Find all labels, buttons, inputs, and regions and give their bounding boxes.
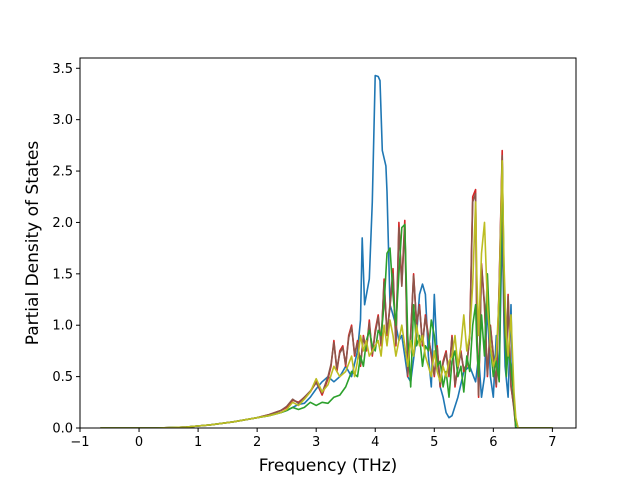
x-tick-label: 2 [253,435,261,450]
y-tick-label: 3.0 [52,113,73,128]
y-tick-label: 1.0 [52,319,73,334]
y-axis-label: Partial Density of States [23,141,43,346]
x-tick-label: −1 [70,435,89,450]
y-tick-label: 0.0 [52,422,73,437]
y-tick-label: 3.5 [52,62,73,77]
x-tick-label: 7 [548,435,556,450]
x-tick-label: 6 [489,435,497,450]
y-tick-label: 1.5 [52,267,73,282]
y-axis: 0.0 0.5 1.0 1.5 2.0 2.5 3.0 3.5 [52,62,80,437]
series-line-1 [99,74,554,428]
x-tick-label: 0 [135,435,143,450]
x-tick-label: 4 [371,435,379,450]
x-axis-label: Frequency (THz) [259,456,398,476]
y-tick-label: 0.5 [52,370,73,385]
x-tick-label: 3 [312,435,320,450]
series-line-5 [99,160,554,428]
y-tick-label: 2.5 [52,165,73,180]
x-tick-label: 1 [194,435,202,450]
x-axis: −1 0 1 2 3 4 5 6 7 [70,428,557,450]
plot-frame [79,57,577,429]
series-layer [99,74,554,428]
y-tick-label: 2.0 [52,216,73,231]
x-tick-label: 5 [430,435,438,450]
